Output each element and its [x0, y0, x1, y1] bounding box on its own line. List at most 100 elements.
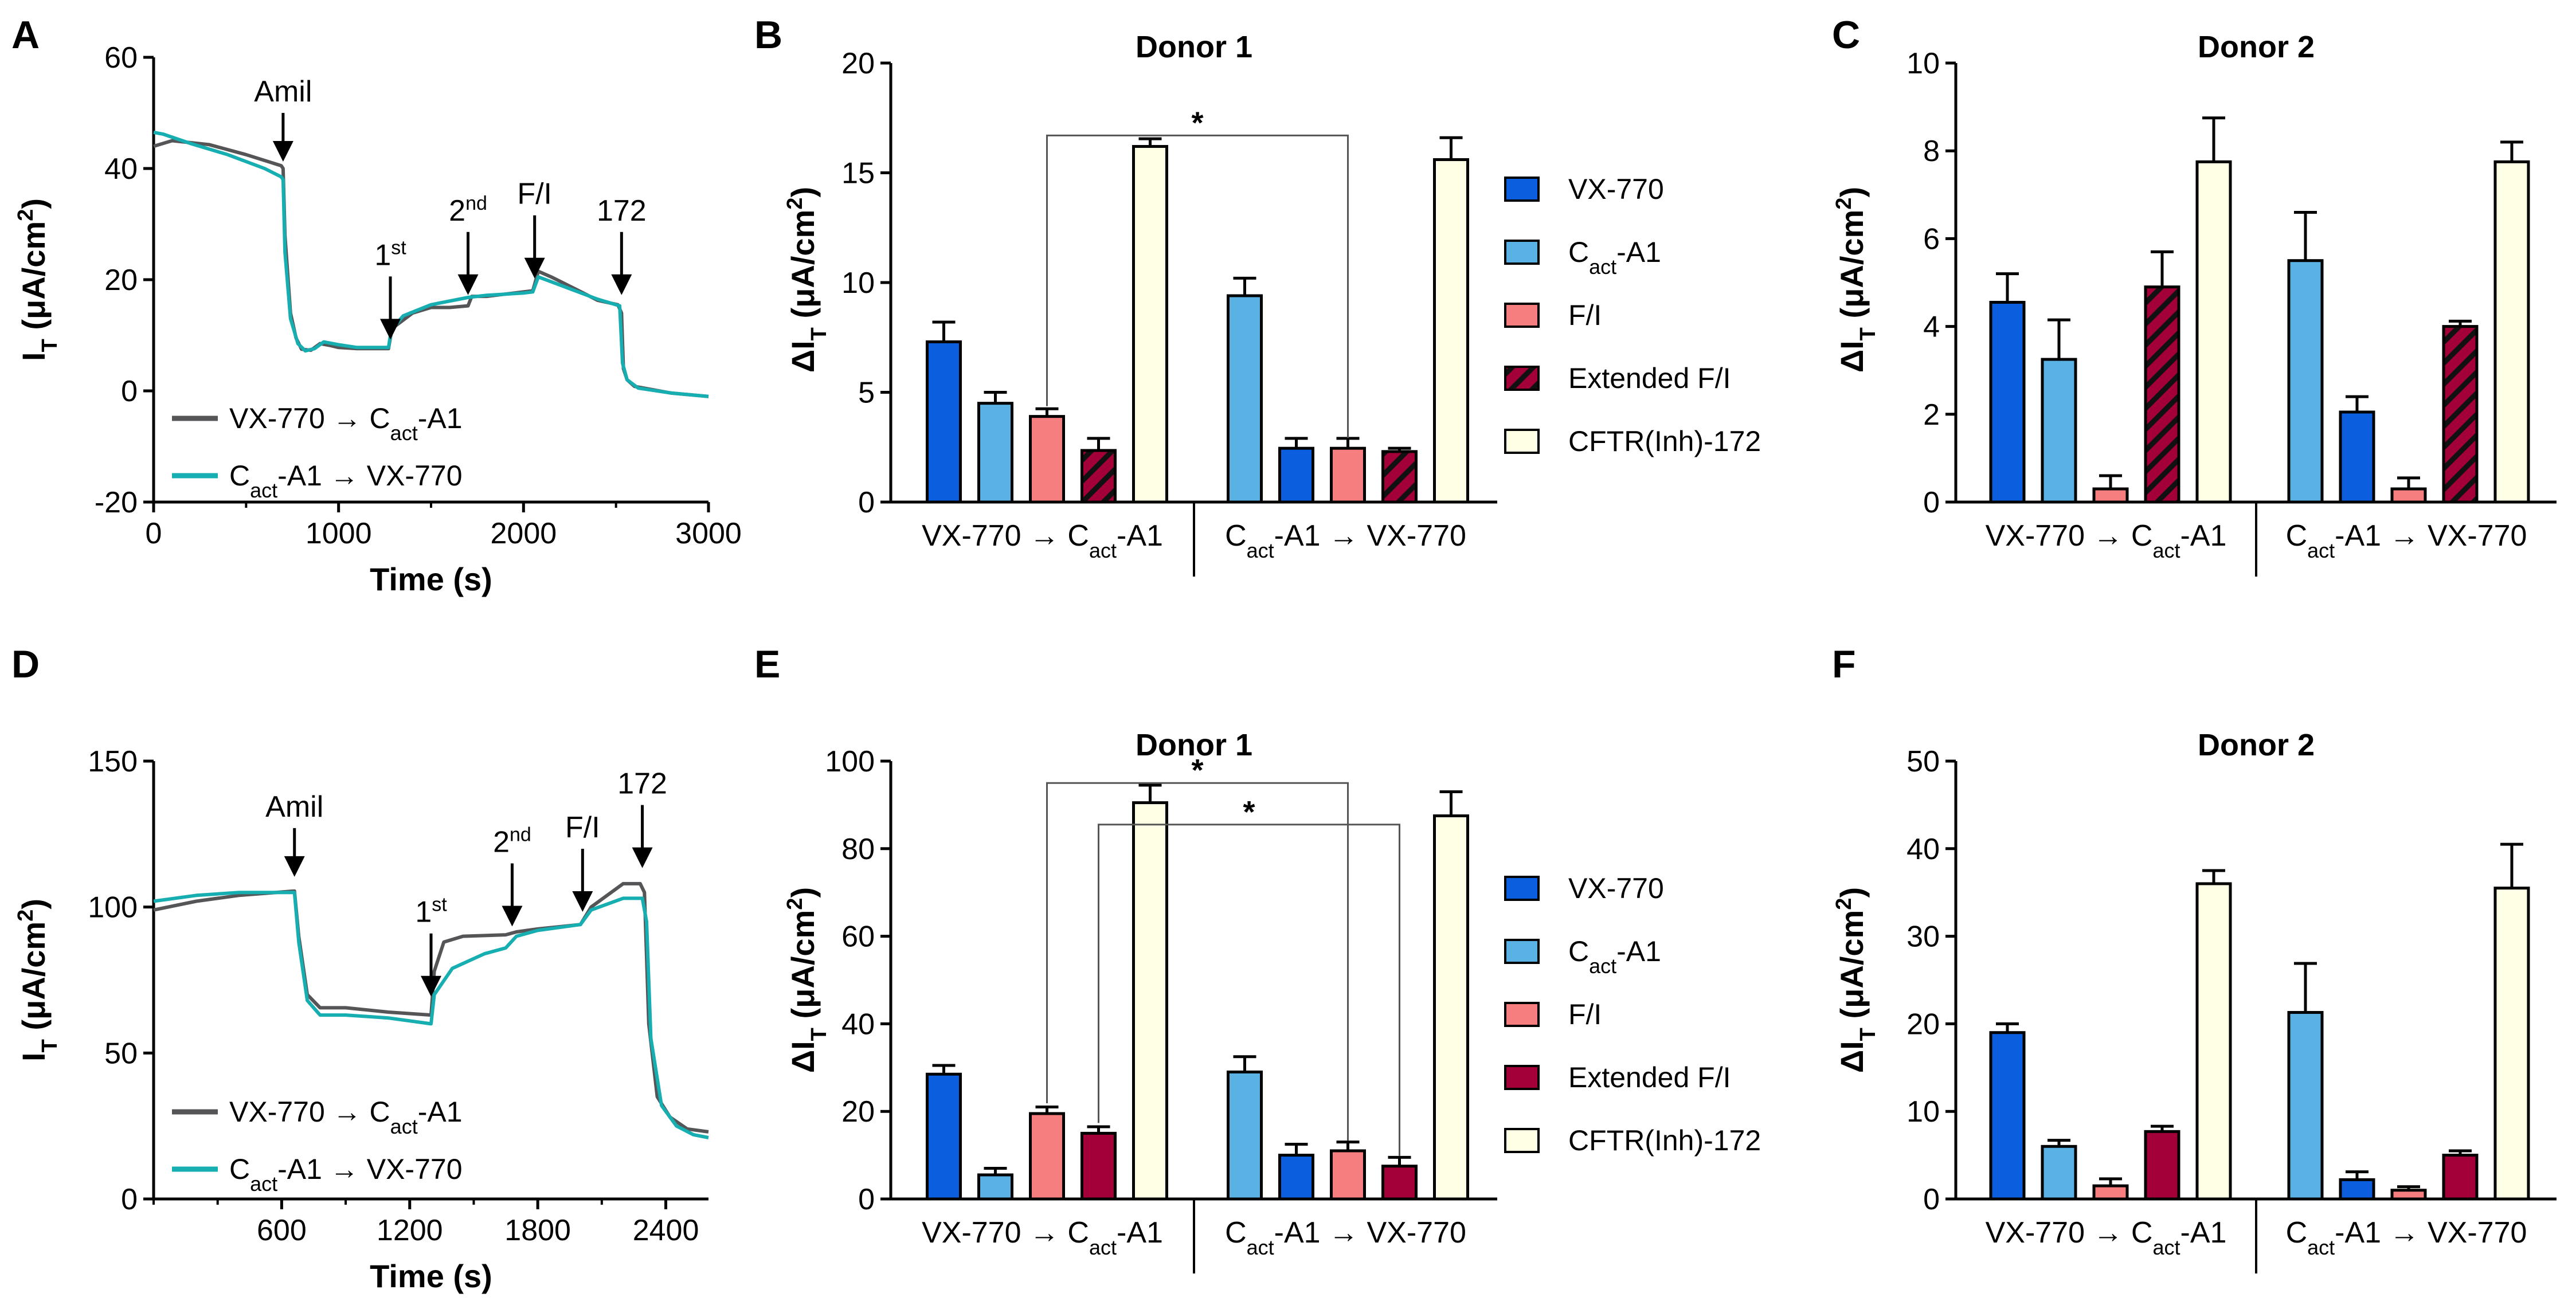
bar-ext — [2144, 285, 2180, 504]
legend-label-fi: F/I — [1568, 299, 1602, 331]
legend-swatch-fi — [1504, 1002, 1540, 1027]
y-tick-label: 100 — [825, 745, 875, 778]
bar-cact — [977, 1173, 1013, 1201]
legend-swatch-inh — [1504, 429, 1540, 454]
y-tick-label: 4 — [1923, 311, 1940, 344]
bar-inh — [1132, 801, 1168, 1201]
bar-vx770 — [2339, 1178, 2375, 1201]
y-tick-label: 20 — [104, 264, 138, 297]
y-axis-label-c: ΔIT (μA/cm2) — [1832, 187, 1880, 373]
legend-swatch-inh — [1504, 1128, 1540, 1153]
trace-legend-label-2: Cact-A1 → VX-770 — [229, 1153, 463, 1196]
annotation-label: 1st — [415, 894, 447, 929]
y-tick-label: 2 — [1923, 398, 1940, 432]
legend-swatch-vx770 — [1504, 876, 1540, 901]
bar-fi — [1029, 1112, 1065, 1201]
panel-title: Donor 2 — [2198, 728, 2315, 762]
y-tick-label: 10 — [1906, 47, 1940, 80]
bar-inh — [2493, 160, 2530, 504]
panel-title: Donor 1 — [1136, 30, 1252, 64]
annotation-label: 2nd — [449, 193, 487, 228]
bar-ext — [2442, 1154, 2479, 1201]
annotation-arrow-4-head — [524, 257, 545, 279]
bar-cact — [977, 402, 1013, 504]
trace-legend-label-2: Cact-A1 → VX-770 — [229, 460, 463, 502]
bar-inh — [1433, 814, 1469, 1201]
y-tick-label: -20 — [95, 486, 138, 519]
y-tick-label: 40 — [104, 152, 138, 186]
bar-vx770 — [1278, 1154, 1314, 1201]
panel-label-a: A — [11, 13, 40, 57]
legend-label-ext: Extended F/I — [1568, 1061, 1731, 1094]
significance-star: * — [1191, 105, 1203, 140]
bar-ext — [1381, 450, 1418, 504]
bar-inh — [1433, 158, 1469, 504]
bar-fi — [2390, 1189, 2427, 1201]
bar-ext — [1080, 449, 1117, 504]
y-tick-label: 8 — [1923, 135, 1940, 168]
bar-ext — [1080, 1131, 1117, 1201]
group-label-1: VX-770 → Cact-A1 — [922, 519, 1163, 562]
annotation-label: 2nd — [493, 824, 531, 859]
y-tick-label: 80 — [841, 833, 875, 866]
panel-title: Donor 1 — [1136, 728, 1252, 762]
bar-cact — [1227, 294, 1263, 504]
y-tick-label: 20 — [841, 1095, 875, 1128]
y-tick-label: 0 — [121, 375, 138, 408]
y-tick-label: 50 — [1906, 745, 1940, 778]
y-tick-label: 0 — [1923, 486, 1940, 519]
y-tick-label: 0 — [858, 1183, 875, 1216]
bar-cact — [2287, 1011, 2324, 1201]
panel-label-e: E — [754, 642, 780, 686]
y-axis-label-b: ΔIT (μA/cm2) — [783, 187, 831, 373]
x-axis-label-d: Time (s) — [370, 1258, 492, 1294]
y-tick-label: 20 — [841, 47, 875, 80]
panel-label-b: B — [754, 13, 782, 57]
y-tick-label: 40 — [841, 1008, 875, 1041]
legend-label-cact: Cact-A1 — [1568, 236, 1661, 279]
significance-bracket — [1046, 782, 1349, 1141]
significance-bracket — [1098, 824, 1400, 1156]
annotation-arrow-3-head — [457, 274, 479, 295]
legend-label-ext: Extended F/I — [1568, 362, 1731, 394]
group-label-2: Cact-A1 → VX-770 — [2286, 519, 2527, 562]
bar-panel-c: 0 2 4 6 8 10 Donor 2 — [1906, 30, 2557, 577]
panel-label-f: F — [1832, 642, 1856, 686]
trace-legend-d: VX-770 → Cact-A1 Cact-A1 → VX-770 — [172, 1096, 463, 1196]
y-tick-label: 40 — [1906, 833, 1940, 866]
trace-series-1 — [153, 139, 709, 398]
legend-label-inh: CFTR(Inh)-172 — [1568, 1124, 1761, 1157]
bar-legend-e: VX-770 Cact-A1 F/I Extended F/I CFTR(Inh)-17… — [1504, 872, 1761, 1157]
bar-ext — [1381, 1165, 1418, 1201]
y-tick-label: 6 — [1923, 222, 1940, 256]
bar-fi — [1029, 415, 1065, 504]
y-tick-label: 20 — [1906, 1008, 1940, 1041]
bar-cact — [2287, 259, 2324, 504]
panel-label-d: D — [11, 642, 40, 686]
group-label-2: Cact-A1 → VX-770 — [2286, 1216, 2527, 1259]
annotation-arrow-5-head — [611, 274, 632, 295]
annotation-label: 172 — [597, 194, 647, 228]
y-axis-label-e: ΔIT (μA/cm2) — [783, 887, 831, 1073]
bar-inh — [2195, 160, 2232, 504]
y-tick-label: 0 — [858, 486, 875, 519]
y-tick-label: 0 — [1923, 1183, 1940, 1216]
panel-title: Donor 2 — [2198, 30, 2315, 64]
group-label-2: Cact-A1 → VX-770 — [1225, 1216, 1466, 1259]
bar-vx770 — [1989, 1031, 2026, 1201]
trace-legend-label-1: VX-770 → Cact-A1 — [229, 1096, 463, 1138]
legend-swatch-vx770 — [1504, 177, 1540, 202]
legend-label-vx770: VX-770 — [1568, 173, 1664, 205]
y-axis-label-a: IT (μA/cm2) — [14, 198, 62, 361]
bar-panel-f: 0 10 20 30 40 50 Donor 2 — [1906, 728, 2557, 1273]
bar-cact — [2041, 358, 2077, 504]
legend-swatch-cact — [1504, 240, 1540, 265]
annotation-label: Amil — [265, 790, 323, 824]
annotation-label: F/I — [565, 811, 600, 844]
legend-label-fi: F/I — [1568, 998, 1602, 1030]
bar-vx770 — [1278, 446, 1314, 504]
annotation-label: 172 — [617, 767, 667, 801]
